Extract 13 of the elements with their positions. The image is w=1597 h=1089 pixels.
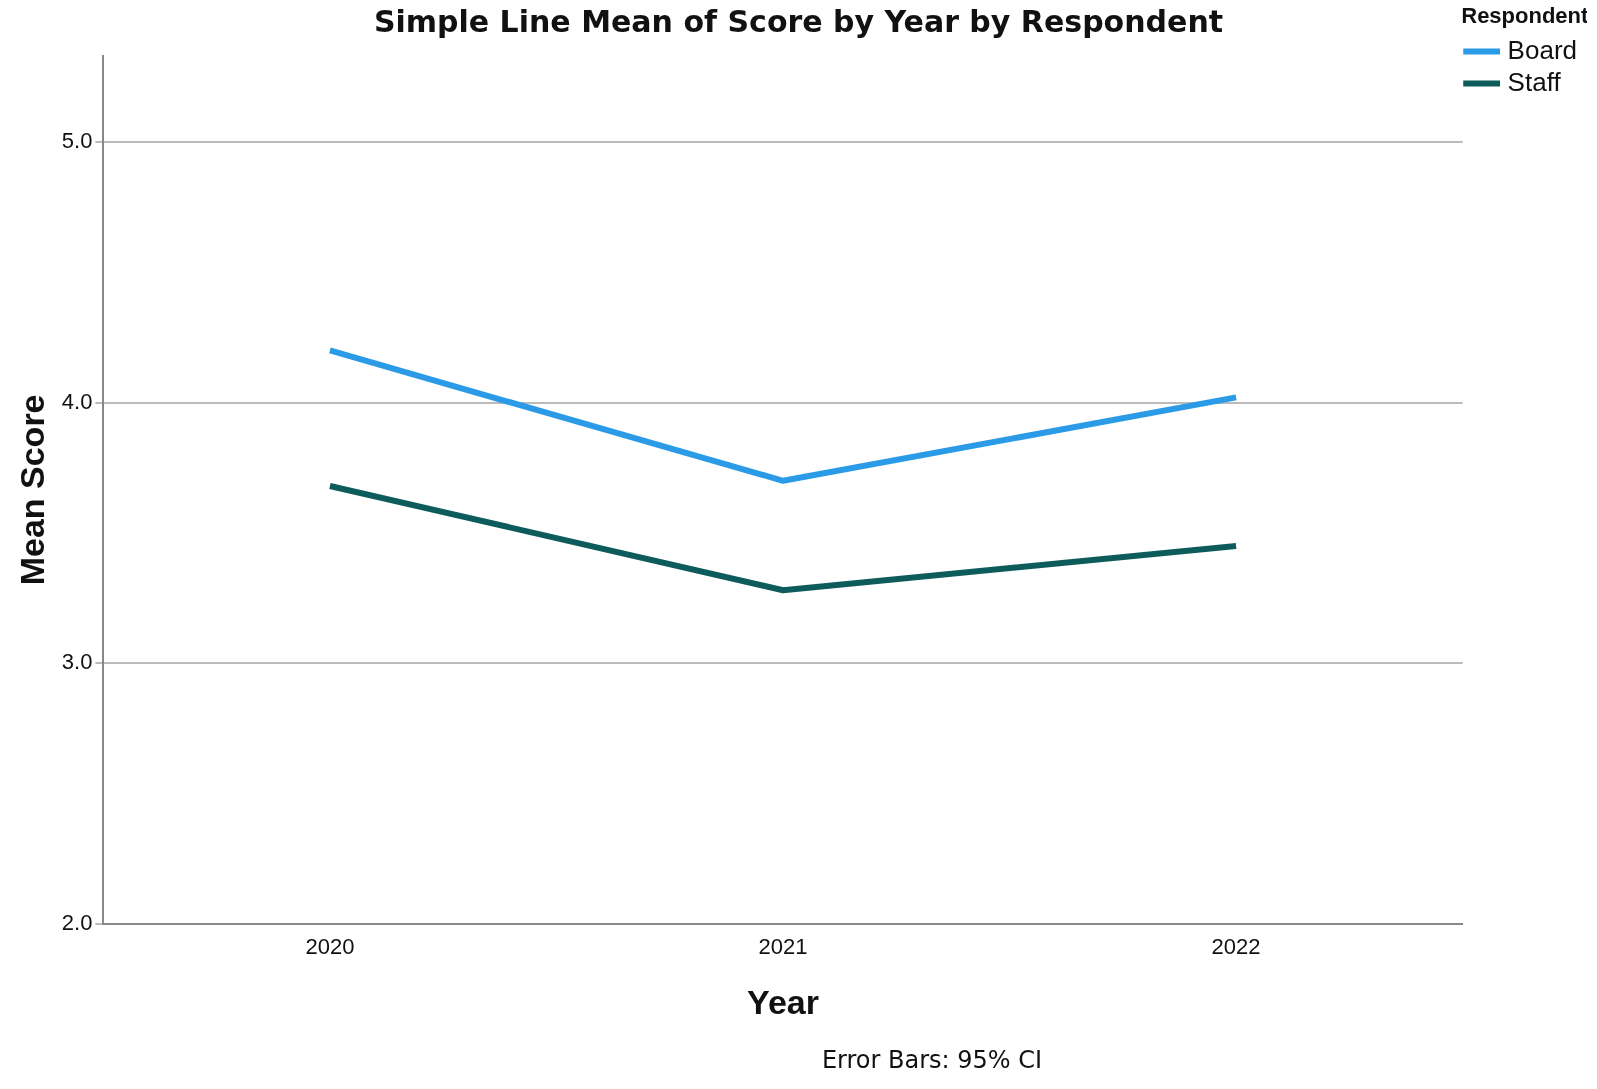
y-tick-label: 4.0 — [61, 388, 93, 414]
x-axis-title: Year — [747, 982, 819, 1021]
chart-title: Simple Line Mean of Score by Year by Respondent — [373, 3, 1224, 39]
y-axis-title: Mean Score — [12, 394, 51, 586]
x-tick-label: 2022 — [1211, 934, 1261, 960]
x-tick-label: 2020 — [305, 934, 355, 960]
y-tick-label: 2.0 — [61, 909, 93, 935]
legend-label: Board — [1507, 34, 1578, 65]
x-tick-label: 2021 — [758, 934, 808, 960]
text: Error Bars: 95% CI — [821, 1046, 1043, 1074]
y-tick-label: 5.0 — [61, 128, 93, 154]
y-tick-label: 3.0 — [61, 649, 93, 675]
legend-label: Staff — [1507, 66, 1562, 97]
